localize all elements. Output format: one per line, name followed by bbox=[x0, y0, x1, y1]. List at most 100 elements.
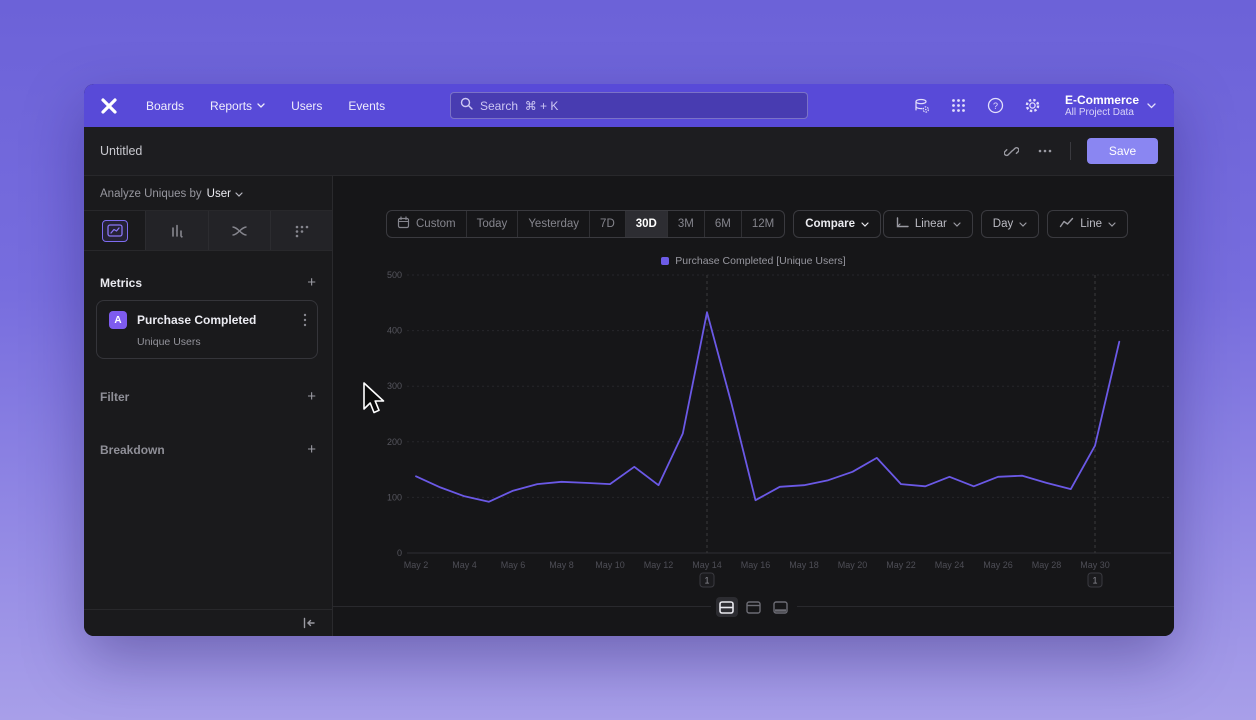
legend-swatch bbox=[661, 257, 670, 265]
metrics-section-header: Metrics + bbox=[84, 275, 332, 290]
line-chart-icon bbox=[1059, 217, 1074, 231]
svg-text:0: 0 bbox=[397, 548, 402, 558]
analyze-row: Analyze Uniques by User bbox=[84, 176, 332, 211]
layout-top-bar-icon[interactable] bbox=[743, 597, 765, 617]
line-chart[interactable]: 0 100 200 300 400 500 May 2 May 4 May 6 May 8 May … bbox=[333, 176, 1174, 636]
add-metric-button[interactable]: + bbox=[307, 274, 316, 291]
metric-badge: A bbox=[109, 311, 127, 329]
svg-text:May 8: May 8 bbox=[549, 560, 574, 570]
report-window: Boards Reports Users Events ? bbox=[84, 84, 1174, 636]
scale-dropdown[interactable]: Linear bbox=[882, 210, 973, 238]
nav-item-events[interactable]: Events bbox=[348, 99, 385, 113]
range-30d[interactable]: 30D bbox=[624, 211, 667, 237]
chevron-down-icon bbox=[861, 221, 869, 227]
metric-subtitle[interactable]: Unique Users bbox=[137, 336, 201, 348]
layout-bottom-bar-icon[interactable] bbox=[770, 597, 792, 617]
data-management-icon[interactable] bbox=[913, 97, 931, 115]
bar-chart-icon bbox=[164, 220, 190, 242]
analyze-value-dropdown[interactable]: User bbox=[207, 188, 243, 200]
search-bar[interactable] bbox=[450, 92, 808, 119]
svg-text:May 24: May 24 bbox=[935, 560, 965, 570]
date-range-group: Custom Today Yesterday 7D 30D 3M 6M 12M bbox=[386, 210, 786, 238]
range-yesterday[interactable]: Yesterday bbox=[517, 211, 589, 237]
chart-panel: Custom Today Yesterday 7D 30D 3M 6M 12M … bbox=[333, 176, 1174, 636]
interval-dropdown[interactable]: Day bbox=[980, 210, 1040, 238]
help-icon[interactable]: ? bbox=[987, 97, 1005, 115]
layout-split-horizontal-icon[interactable] bbox=[715, 597, 738, 617]
svg-text:May 20: May 20 bbox=[838, 560, 868, 570]
range-12m[interactable]: 12M bbox=[740, 211, 784, 237]
breakdown-title: Breakdown bbox=[100, 442, 165, 457]
range-label: 3M bbox=[677, 218, 694, 230]
analyze-value: User bbox=[206, 188, 231, 200]
filter-title: Filter bbox=[100, 389, 130, 404]
project-text: E-Commerce All Project Data bbox=[1065, 93, 1139, 119]
collapse-sidebar-icon[interactable] bbox=[300, 615, 318, 631]
query-sidebar: Analyze Uniques by User bbox=[84, 176, 333, 636]
retention-dots-icon bbox=[288, 220, 314, 242]
tab-insights[interactable] bbox=[84, 211, 146, 250]
save-button[interactable]: Save bbox=[1087, 138, 1158, 164]
breakdown-section-header: Breakdown + bbox=[84, 442, 332, 457]
svg-text:500: 500 bbox=[387, 270, 402, 280]
line-chart-icon bbox=[101, 219, 128, 242]
chevron-down-icon bbox=[235, 191, 243, 197]
apps-grid-icon[interactable] bbox=[950, 97, 968, 115]
metrics-title: Metrics bbox=[100, 275, 143, 290]
svg-text:100: 100 bbox=[387, 492, 402, 502]
mixpanel-logo-icon[interactable] bbox=[98, 96, 120, 116]
calendar-icon bbox=[397, 216, 410, 232]
svg-text:?: ? bbox=[993, 101, 998, 111]
svg-text:200: 200 bbox=[387, 437, 402, 447]
share-link-icon[interactable] bbox=[1002, 142, 1020, 160]
report-header: Untitled Save bbox=[84, 127, 1174, 176]
add-breakdown-button[interactable]: + bbox=[307, 441, 316, 458]
search-input[interactable] bbox=[480, 98, 798, 113]
metric-name: Purchase Completed bbox=[137, 313, 257, 327]
search-icon bbox=[460, 97, 473, 115]
nav-item-boards[interactable]: Boards bbox=[146, 99, 184, 113]
metric-card[interactable]: A Purchase Completed Unique Users bbox=[96, 300, 318, 359]
more-menu-icon[interactable] bbox=[1036, 142, 1054, 160]
range-label: 30D bbox=[635, 218, 657, 230]
chevron-down-icon bbox=[1108, 221, 1116, 227]
svg-text:May 30: May 30 bbox=[1080, 560, 1110, 570]
nav-item-users[interactable]: Users bbox=[291, 99, 322, 113]
chart-legend[interactable]: Purchase Completed [Unique Users] bbox=[333, 255, 1174, 267]
metric-options-icon[interactable] bbox=[303, 313, 307, 327]
range-7d[interactable]: 7D bbox=[589, 211, 625, 237]
scale-label: Linear bbox=[914, 218, 947, 230]
tab-flows[interactable] bbox=[207, 211, 270, 250]
filter-section-header: Filter + bbox=[84, 389, 332, 404]
range-3m[interactable]: 3M bbox=[666, 211, 704, 237]
project-selector[interactable]: E-Commerce All Project Data bbox=[1065, 93, 1156, 119]
flows-icon bbox=[226, 220, 252, 242]
report-title[interactable]: Untitled bbox=[100, 144, 143, 158]
svg-text:May 26: May 26 bbox=[983, 560, 1013, 570]
legend-label: Purchase Completed [Unique Users] bbox=[675, 255, 846, 267]
compare-button[interactable]: Compare bbox=[793, 210, 882, 238]
range-custom[interactable]: Custom bbox=[387, 211, 466, 237]
nav-item-label: Boards bbox=[146, 98, 185, 113]
tab-retention[interactable] bbox=[269, 211, 332, 250]
top-nav: Boards Reports Users Events ? bbox=[84, 84, 1174, 127]
divider bbox=[1070, 142, 1071, 160]
compare-label: Compare bbox=[805, 218, 856, 230]
add-filter-button[interactable]: + bbox=[307, 388, 316, 405]
range-6m[interactable]: 6M bbox=[703, 211, 741, 237]
svg-text:May 2: May 2 bbox=[404, 560, 429, 570]
svg-text:May 16: May 16 bbox=[741, 560, 771, 570]
svg-text:400: 400 bbox=[387, 326, 402, 336]
chart-toolbar: Custom Today Yesterday 7D 30D 3M 6M 12M … bbox=[333, 210, 1174, 238]
tab-funnels[interactable] bbox=[145, 211, 208, 250]
svg-text:May 14: May 14 bbox=[692, 560, 722, 570]
chevron-down-icon bbox=[1147, 102, 1156, 109]
svg-text:May 28: May 28 bbox=[1032, 560, 1062, 570]
svg-text:May 22: May 22 bbox=[886, 560, 916, 570]
range-today[interactable]: Today bbox=[465, 211, 518, 237]
nav-item-reports[interactable]: Reports bbox=[210, 99, 265, 113]
chart-type-dropdown[interactable]: Line bbox=[1047, 210, 1128, 238]
chevron-down-icon bbox=[1019, 221, 1027, 227]
settings-gear-icon[interactable] bbox=[1024, 97, 1042, 115]
nav-items: Boards Reports Users Events bbox=[146, 99, 385, 113]
